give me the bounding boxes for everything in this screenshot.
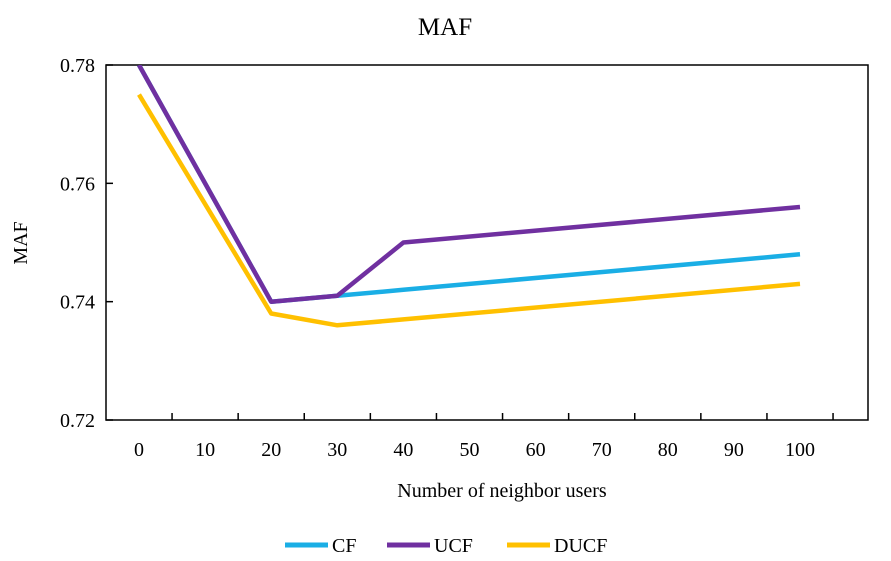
- x-tick-label: 70: [592, 439, 612, 461]
- legend-label-cf: CF: [332, 535, 356, 557]
- plot-area: 0.72 0.74 0.76 0.78 0 10 20 30 40 50 60 70 80 90 100: [60, 55, 869, 461]
- series-line-ducf: [137, 93, 801, 328]
- x-tick-label: 0: [134, 439, 144, 461]
- y-tick-label: 0.74: [60, 292, 95, 314]
- x-tick-label: 50: [460, 439, 480, 461]
- y-tick-label: 0.78: [60, 55, 95, 77]
- x-tick-label: 80: [658, 439, 678, 461]
- x-axis-label: Number of neighbor users: [397, 480, 607, 502]
- x-tick-label: 90: [724, 439, 744, 461]
- x-tick-label: 30: [327, 439, 347, 461]
- y-tick-label: 0.72: [60, 410, 95, 432]
- x-tick-label: 100: [785, 439, 815, 461]
- series-line-cf: [137, 65, 801, 304]
- x-tick-label: 10: [195, 439, 215, 461]
- chart-title: MAF: [418, 14, 472, 41]
- y-tick-label: 0.76: [60, 173, 95, 195]
- x-tick-label: 20: [261, 439, 281, 461]
- legend-label-ucf: UCF: [434, 535, 473, 557]
- x-tick-label: 40: [393, 439, 413, 461]
- series-line-ucf: [137, 65, 801, 304]
- x-tick-label: 60: [526, 439, 546, 461]
- plot-frame: [105, 64, 869, 421]
- legend: CF UCF DUCF: [285, 535, 607, 557]
- legend-label-ducf: DUCF: [554, 535, 607, 557]
- y-axis-label: MAF: [10, 221, 32, 264]
